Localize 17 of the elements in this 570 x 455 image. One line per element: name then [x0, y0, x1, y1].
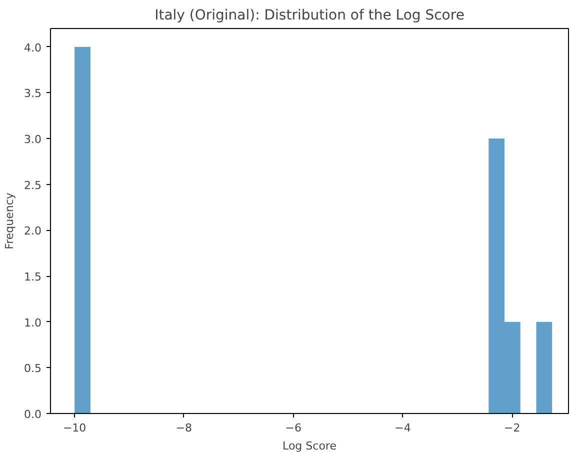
y-tick-label: 0.5: [24, 362, 42, 376]
x-tick-label: −6: [285, 422, 302, 434]
x-tick-label: −8: [176, 422, 192, 434]
y-tick-label: 0.0: [24, 408, 42, 421]
x-axis-title: Log Score: [282, 440, 337, 452]
y-tick-label: 2.5: [24, 178, 42, 192]
y-tick-label: 3.5: [24, 87, 42, 100]
x-tick-label: −2: [504, 422, 520, 434]
chart-title: Italy (Original): Distribution of the Log Score: [154, 8, 464, 24]
y-axis-title: Frequency: [3, 192, 16, 250]
y-tick-label: 1.0: [24, 316, 42, 330]
y-tick-label: 4.0: [24, 41, 42, 54]
x-tick-label: −4: [394, 422, 411, 434]
x-tick-label: −10: [62, 422, 86, 434]
y-tick-label: 1.5: [24, 270, 42, 284]
y-tick-label: 2.0: [24, 224, 42, 238]
y-tick-label: 3.0: [24, 133, 42, 146]
